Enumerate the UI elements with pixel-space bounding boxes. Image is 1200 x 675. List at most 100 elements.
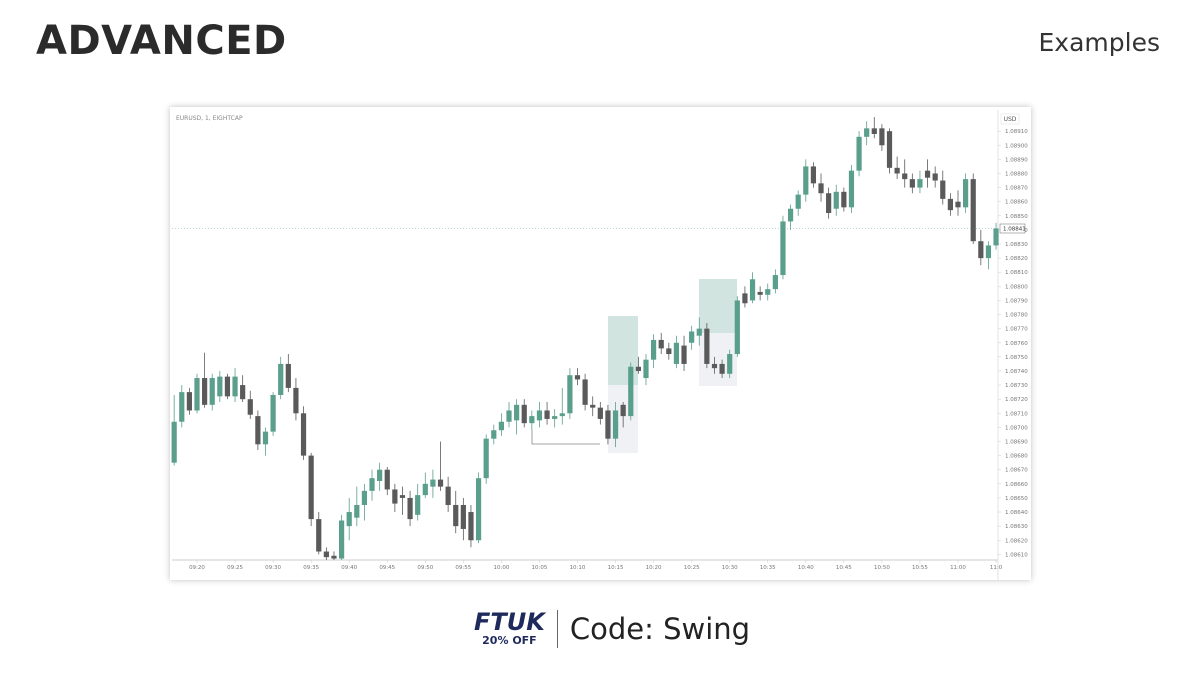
candle-body: [323, 551, 329, 558]
candle-body: [947, 198, 953, 211]
y-tick-label: 1.08780: [1005, 313, 1028, 319]
candle-body: [491, 430, 497, 439]
candle-body: [262, 431, 269, 445]
logo: FTUK 20% OFF: [474, 610, 558, 648]
currency: USD: [1004, 116, 1017, 123]
candle-body: [772, 275, 778, 290]
candle-body: [970, 179, 976, 242]
currency-box: [1000, 113, 1020, 125]
candle-body: [445, 486, 451, 505]
y-tick-label: 1.08650: [1005, 496, 1028, 502]
candle-body: [430, 479, 436, 487]
level-line: [531, 430, 600, 445]
x-tick-label: 09:30: [265, 565, 281, 571]
y-tick-label: 1.08730: [1005, 383, 1028, 389]
y-tick-label: 1.08910: [1005, 129, 1028, 135]
candle-body: [628, 366, 634, 417]
y-tick-label: 1.08830: [1005, 242, 1028, 248]
candle-body: [643, 359, 649, 379]
x-tick-label: 09:20: [189, 565, 205, 571]
candle-body: [217, 376, 223, 397]
x-tick-label: 10:40: [798, 565, 814, 571]
candle-body: [803, 166, 809, 195]
candle-body: [171, 421, 177, 463]
candle-body: [651, 339, 657, 360]
x-tick-label: 11:0: [990, 565, 1003, 571]
candle-body: [202, 378, 208, 405]
x-tick-label: 11:00: [950, 565, 966, 571]
x-tick-label: 09:40: [341, 565, 357, 571]
candle-body: [620, 404, 626, 417]
candle-body: [392, 489, 398, 504]
candle-body: [308, 455, 314, 520]
candle-body: [826, 193, 832, 213]
y-tick-label: 1.08640: [1005, 510, 1028, 516]
candle-body: [384, 469, 390, 490]
candle-body: [514, 404, 520, 421]
x-tick-label: 10:10: [570, 565, 586, 571]
zone: [699, 279, 737, 333]
candle-body: [635, 366, 641, 371]
candle-body: [582, 379, 588, 405]
candle-body: [270, 394, 276, 432]
y-tick-label: 1.08740: [1005, 369, 1028, 375]
candle-body: [338, 520, 345, 559]
candle-body: [475, 478, 482, 541]
candle-body: [377, 469, 383, 482]
y-tick-label: 1.08750: [1005, 355, 1028, 361]
candle-body: [711, 363, 718, 369]
candle-body: [833, 191, 839, 209]
chart-title: EURUSD, 1, EIGHTCAP: [176, 115, 243, 122]
candle-body: [247, 399, 253, 415]
candle-body: [978, 241, 984, 259]
y-tick-label: 1.08900: [1005, 143, 1028, 149]
y-tick-label: 1.08760: [1005, 341, 1028, 347]
candle-body: [453, 504, 459, 527]
last-price-box: [999, 223, 1026, 234]
chart-frame: EURUSD, 1, EIGHTCAP USD 1.08610 1.08620 1.…: [170, 107, 1031, 580]
candle-body: [856, 136, 862, 171]
candle-body: [240, 385, 246, 400]
y-tick-label: 1.08630: [1005, 524, 1028, 530]
candle-body: [810, 166, 817, 184]
candle-body: [955, 201, 961, 208]
candle-body: [521, 404, 527, 424]
candle-body: [795, 194, 801, 209]
candle-body: [673, 342, 680, 364]
candle-body: [369, 478, 375, 491]
candle-body: [567, 375, 573, 414]
x-tick-label: 09:35: [303, 565, 319, 571]
candle-body: [529, 416, 535, 424]
candle-body: [300, 413, 307, 456]
candle-body: [559, 413, 565, 417]
candle-body: [940, 180, 946, 199]
candle-body: [605, 410, 611, 439]
candle-body: [415, 495, 421, 515]
x-tick-label: 10:50: [874, 565, 890, 571]
x-tick-label: 10:25: [684, 565, 700, 571]
candle-body: [917, 179, 923, 188]
candle-body: [924, 170, 931, 178]
x-tick-label: 10:55: [912, 565, 928, 571]
candle-body: [399, 495, 406, 498]
discount: 20% OFF: [482, 634, 537, 647]
y-tick-label: 1.08660: [1005, 482, 1028, 488]
y-tick-label: 1.08810: [1005, 270, 1028, 276]
subtitle: Examples: [1038, 28, 1160, 57]
x-tick-label: 10:45: [836, 565, 852, 571]
candle-body: [574, 375, 581, 380]
logo-text: FTUK: [474, 608, 545, 636]
candle-body: [749, 279, 756, 301]
x-tick-label: 09:55: [455, 565, 471, 571]
x-tick-label: 10:15: [608, 565, 624, 571]
y-tick-label: 1.08700: [1005, 425, 1028, 431]
candle-body: [681, 345, 687, 364]
candle-body: [285, 363, 291, 388]
candle-body: [841, 191, 847, 208]
y-tick-label: 1.08890: [1005, 157, 1028, 163]
candle-body: [734, 300, 740, 355]
x-tick-label: 09:25: [227, 565, 243, 571]
candle-body: [704, 328, 710, 364]
promo-code: Code: Swing: [569, 612, 751, 646]
